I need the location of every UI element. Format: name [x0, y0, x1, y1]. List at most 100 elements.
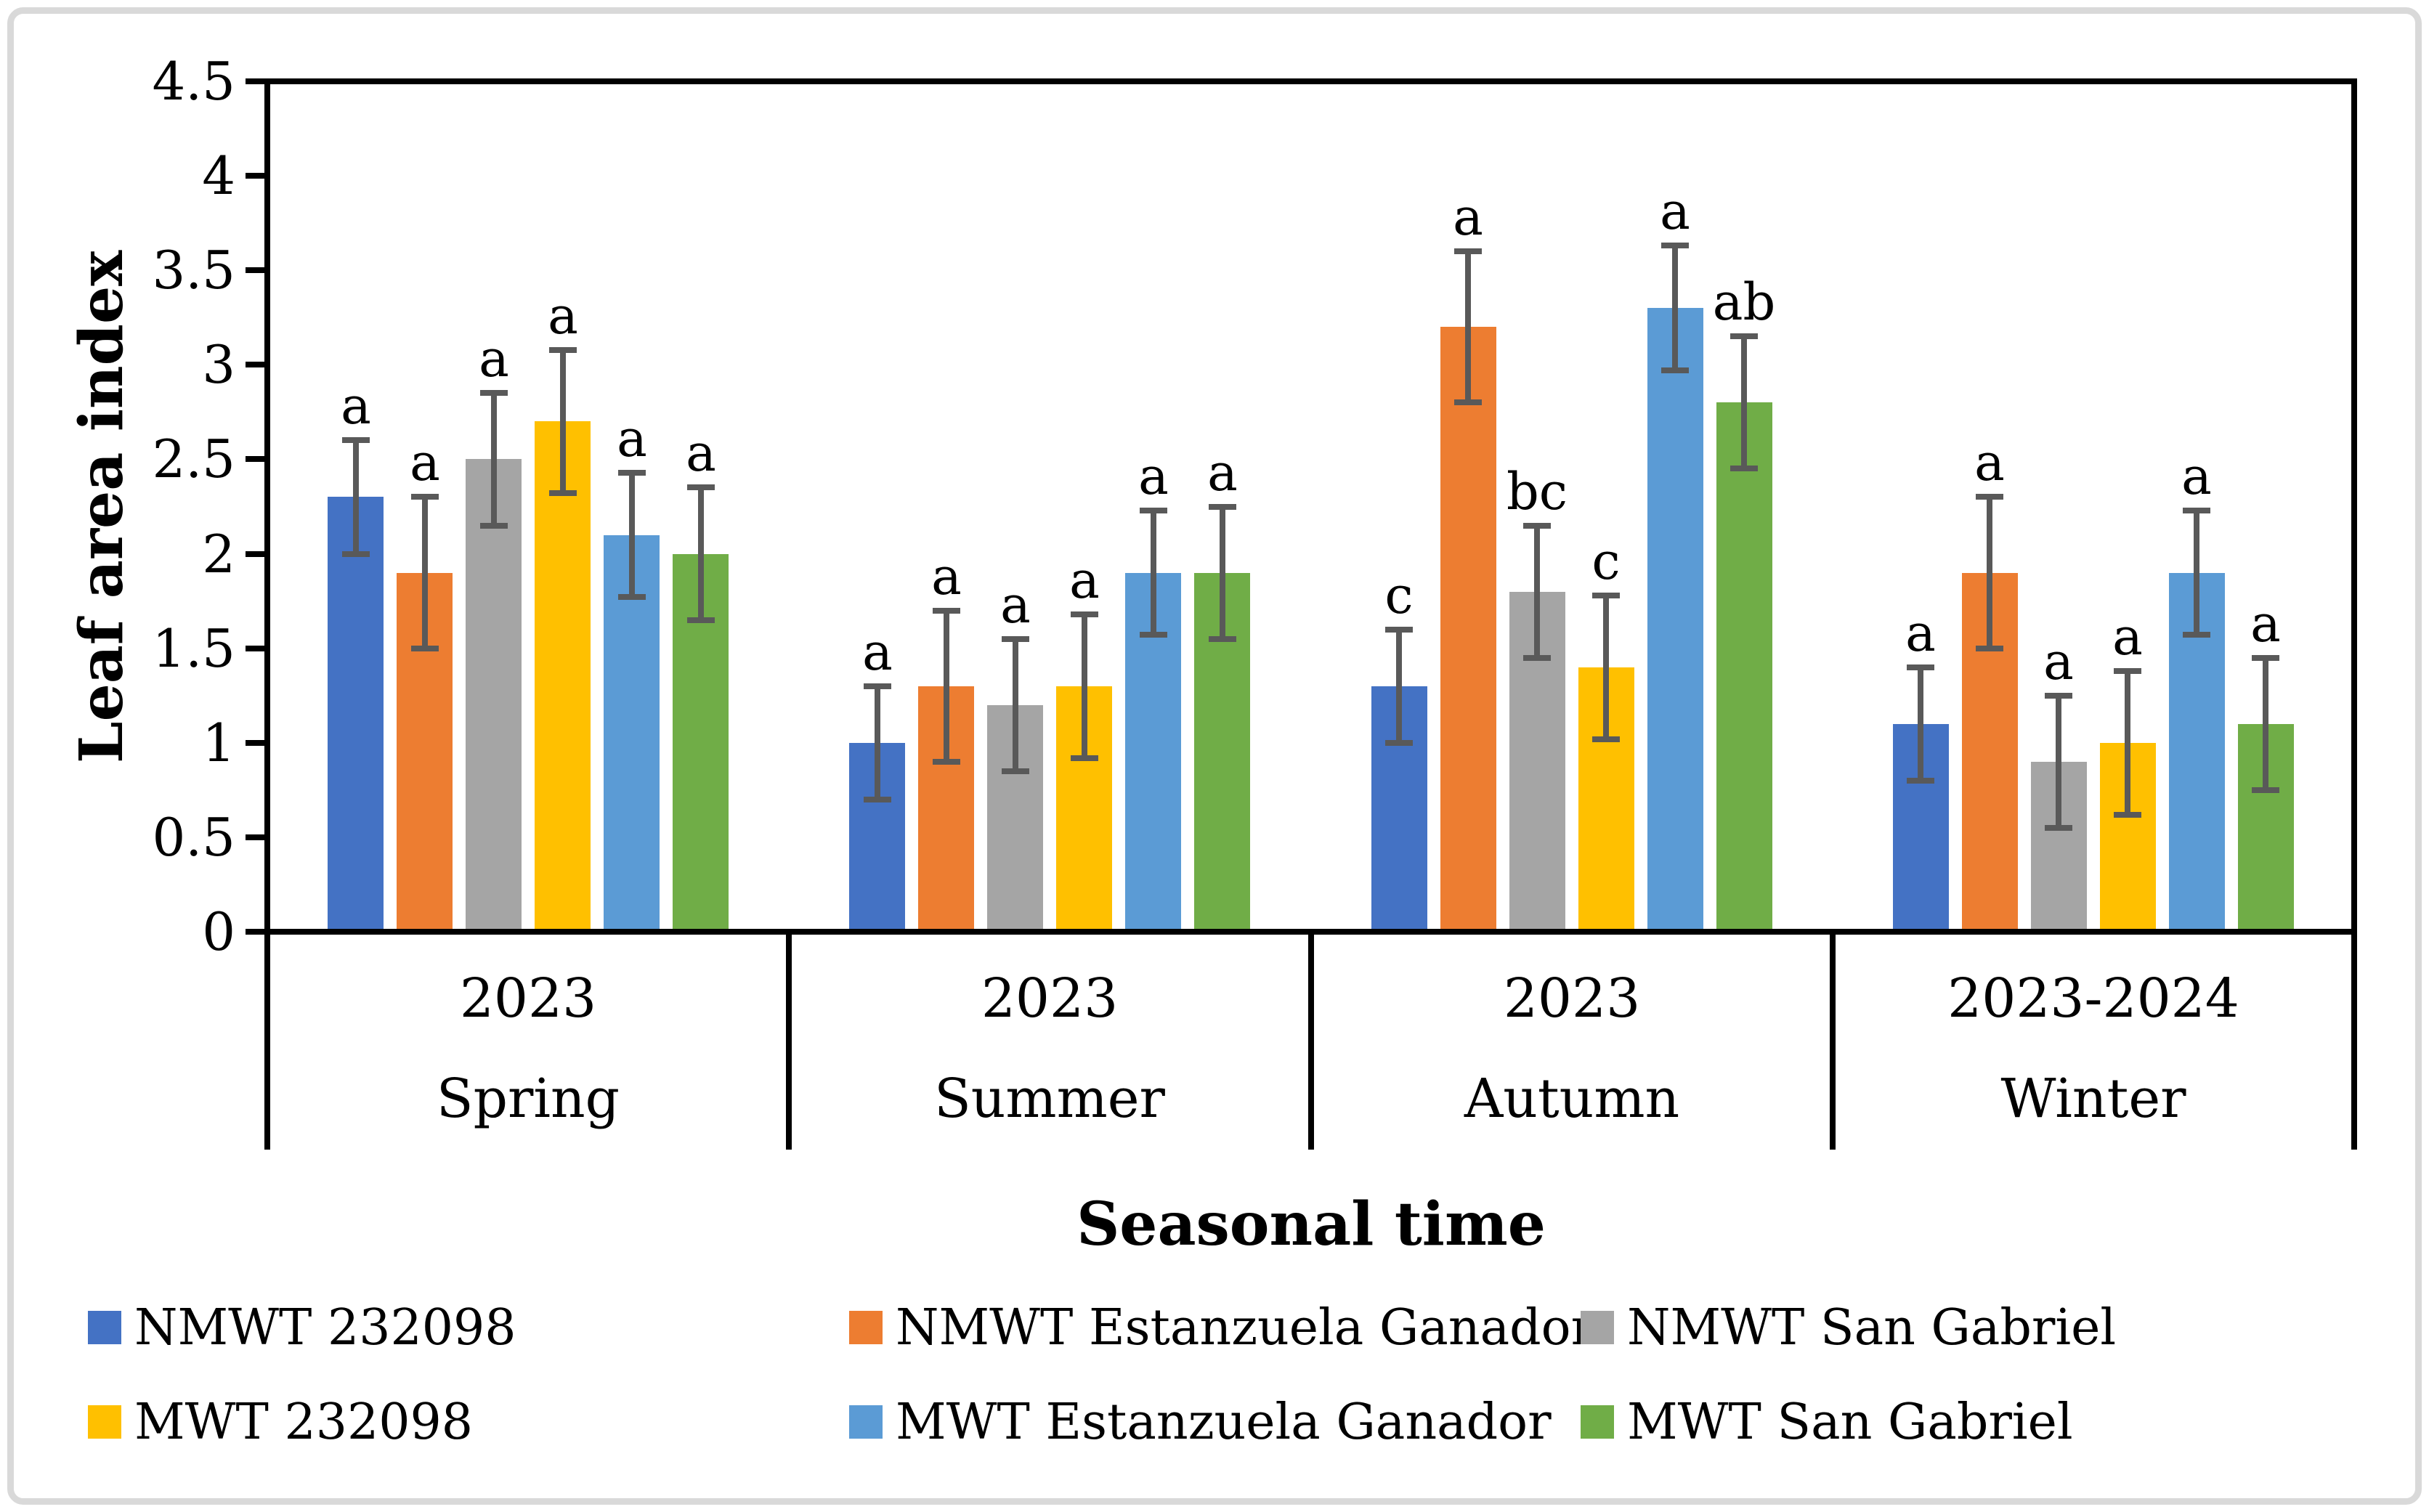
error-bar-cap-bottom: [1592, 736, 1620, 742]
error-bar-cap-bottom: [411, 646, 439, 651]
error-bar-cap-bottom: [864, 797, 891, 802]
significance-letter: a: [479, 329, 509, 389]
error-bar-line: [1603, 596, 1609, 739]
significance-letter: a: [1905, 603, 1936, 663]
bar-mwt-san-gabriel-autumn: [1716, 402, 1772, 932]
legend-item: NMWT 232098: [88, 1302, 800, 1354]
error-bar-cap-top: [1385, 627, 1413, 633]
y-tick-label: 1.5: [152, 618, 235, 679]
y-tick: [246, 929, 264, 935]
significance-letter: c: [1591, 532, 1621, 591]
significance-letter: a: [2250, 594, 2281, 654]
error-bar-line: [698, 487, 704, 619]
error-bar-line: [1987, 497, 1992, 648]
error-bar-line: [422, 497, 428, 648]
significance-letter: a: [2043, 632, 2074, 691]
legend-label: MWT 232098: [134, 1394, 474, 1451]
significance-letter: a: [1660, 182, 1690, 241]
significance-letter: a: [2112, 607, 2143, 667]
y-tick: [246, 78, 264, 84]
y-tick-label: 4: [202, 145, 235, 206]
error-bar-cap-bottom: [2252, 787, 2279, 793]
legend-label: NMWT Estanzuela Ganador: [896, 1299, 1595, 1357]
category-season-label: Winter: [2000, 1068, 2186, 1130]
error-bar-cap-top: [618, 470, 646, 476]
y-tick-label: 0.5: [152, 807, 235, 868]
legend-swatch: [1581, 1311, 1614, 1344]
legend-item: NMWT Estanzuela Ganador: [849, 1302, 1594, 1354]
error-bar-cap-top: [2114, 668, 2141, 674]
y-tick: [246, 740, 264, 746]
error-bar-cap-top: [1730, 333, 1758, 339]
error-bar-line: [491, 393, 497, 525]
axis-y: [264, 78, 270, 935]
error-bar-cap-top: [2252, 655, 2279, 661]
bar-mwt-estanzuela-ganador-spring: [604, 535, 660, 932]
legend-item: MWT Estanzuela Ganador: [849, 1397, 1561, 1449]
error-bar-cap-bottom: [1976, 646, 2003, 651]
error-bar-cap-bottom: [1661, 367, 1689, 373]
error-bar-cap-top: [342, 437, 370, 443]
bar-nmwt-estanzuela-ganador-autumn: [1440, 327, 1496, 932]
error-bar-line: [2125, 671, 2130, 815]
error-bar-cap-bottom: [549, 490, 577, 496]
y-tick-label: 0: [202, 901, 235, 962]
significance-letter: a: [1974, 433, 2005, 492]
plot-border-top: [264, 78, 2357, 84]
legend-label: MWT Estanzuela Ganador: [896, 1394, 1552, 1451]
error-bar-cap-bottom: [2183, 632, 2210, 638]
error-bar-cap-top: [687, 484, 715, 490]
error-bar-cap-top: [933, 608, 960, 614]
significance-letter: a: [931, 547, 962, 606]
significance-letter: a: [341, 376, 371, 436]
y-tick-label: 3: [202, 334, 235, 395]
legend-item: MWT San Gabriel: [1581, 1397, 2292, 1449]
error-bar-cap-top: [1140, 508, 1167, 513]
error-bar-cap-top: [549, 347, 577, 353]
error-bar-cap-top: [2183, 508, 2210, 513]
category-separator: [1308, 932, 1314, 1150]
error-bar-cap-bottom: [1385, 740, 1413, 746]
error-bar-cap-top: [1002, 636, 1029, 642]
error-bar-line: [875, 686, 880, 800]
error-bar-cap-top: [480, 390, 508, 396]
bar-mwt-estanzuela-ganador-autumn: [1647, 308, 1703, 932]
error-bar-cap-bottom: [1140, 632, 1167, 638]
error-bar-cap-bottom: [1907, 778, 1934, 784]
significance-letter: a: [1138, 447, 1169, 506]
error-bar-cap-top: [2045, 693, 2072, 699]
category-separator: [2351, 932, 2357, 1150]
legend-swatch: [88, 1405, 121, 1439]
significance-letter: ab: [1712, 272, 1776, 332]
error-bar-cap-top: [1454, 248, 1482, 254]
error-bar-cap-bottom: [1209, 636, 1236, 642]
legend-item: MWT 232098: [88, 1397, 800, 1449]
error-bar-line: [353, 440, 359, 553]
y-axis-title: Leaf area index: [67, 250, 137, 764]
bar-mwt-232098-spring: [535, 421, 591, 932]
significance-letter: a: [1453, 187, 1483, 247]
error-bar-cap-bottom: [1002, 768, 1029, 774]
category-separator: [786, 932, 792, 1150]
category-year-label: 2023: [459, 967, 597, 1030]
y-tick: [246, 362, 264, 367]
error-bar-line: [1465, 251, 1471, 402]
error-bar-line: [629, 473, 635, 598]
significance-letter: c: [1384, 566, 1414, 625]
significance-letter: a: [548, 286, 578, 346]
significance-letter: a: [1207, 443, 1238, 503]
error-bar-line: [944, 611, 949, 762]
error-bar-cap-top: [1907, 664, 1934, 670]
error-bar-line: [2263, 658, 2268, 790]
error-bar-cap-top: [1661, 243, 1689, 248]
error-bar-line: [2194, 511, 2199, 635]
y-tick-label: 4.5: [152, 51, 235, 112]
error-bar-line: [2056, 696, 2061, 828]
y-tick-label: 1: [202, 712, 235, 773]
error-bar-line: [1396, 630, 1402, 743]
legend-swatch: [1581, 1405, 1614, 1439]
y-tick: [246, 834, 264, 840]
error-bar-cap-top: [1592, 593, 1620, 598]
error-bar-line: [1013, 639, 1018, 771]
